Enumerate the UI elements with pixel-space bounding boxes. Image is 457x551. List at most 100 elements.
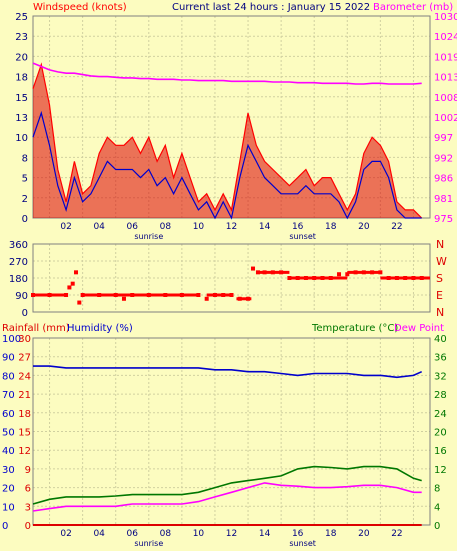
baro-y-tick: 1008 [434, 93, 457, 104]
direction-point [70, 281, 75, 286]
direction-point [345, 272, 350, 277]
rainfall-y-tick: 24 [18, 371, 31, 382]
direction-y-tick: 360 [9, 240, 28, 251]
direction-point [74, 270, 79, 275]
rainfall-y-tick: 3 [25, 502, 31, 513]
x-tick-label: 12 [226, 222, 237, 232]
compass-label: W [436, 255, 447, 268]
temperature-y-tick: 32 [434, 371, 447, 382]
x-tick-label: 06 [127, 529, 139, 539]
x-tick-label: 20 [358, 529, 370, 539]
x-tick-label: 08 [160, 222, 172, 232]
x-tick-label: 02 [60, 529, 71, 539]
rainfall-label: Rainfall (mm) [2, 323, 70, 334]
wind-average-line [32, 110, 422, 220]
windspeed-label: Windspeed (knots) [33, 2, 127, 13]
compass-label: S [436, 272, 443, 285]
baro-y-tick: 992 [434, 153, 453, 164]
humidity-y-tick: 90 [2, 353, 15, 364]
baro-y-tick: 981 [434, 194, 453, 205]
rainfall-y-tick: 21 [18, 390, 31, 401]
x-tick-label: 04 [93, 529, 105, 539]
wind-y-tick: 8 [22, 153, 28, 164]
temperature-y-tick: 0 [434, 521, 440, 532]
compass-label: N [436, 306, 444, 319]
wind-y-tick: 0 [22, 214, 28, 225]
rainfall-y-tick: 27 [18, 353, 31, 364]
direction-y-tick: 270 [9, 257, 28, 268]
humidity-y-tick: 30 [2, 465, 15, 476]
x-tick-label: 12 [226, 529, 237, 539]
humidity-y-tick: 0 [2, 521, 8, 532]
wind-y-tick: 25 [15, 12, 28, 23]
wind-y-tick: 23 [15, 32, 28, 43]
rainfall-y-tick: 12 [18, 446, 31, 457]
humidity-y-tick: 20 [2, 484, 15, 495]
x-tick-label: 08 [160, 529, 172, 539]
baro-y-tick: 986 [434, 174, 453, 185]
wind-y-tick: 15 [15, 93, 28, 104]
gust-area [33, 64, 422, 218]
compass-label: N [436, 238, 444, 251]
x-tick-label: 16 [292, 529, 304, 539]
sunset-label: sunset [289, 539, 316, 548]
sunrise-label: sunrise [134, 232, 163, 241]
wind-y-tick: 18 [15, 73, 28, 84]
direction-point [121, 296, 126, 301]
humidity-y-tick: 60 [2, 409, 15, 420]
temperature-y-tick: 36 [434, 353, 447, 364]
temperature-y-tick: 16 [434, 446, 447, 457]
baro-y-tick: 1002 [434, 113, 457, 124]
rainfall-y-tick: 15 [18, 428, 31, 439]
x-tick-label: 22 [391, 529, 402, 539]
x-tick-label: 22 [391, 222, 402, 232]
x-tick-label: 18 [325, 529, 337, 539]
wind-y-tick: 5 [22, 174, 28, 185]
direction-point [67, 285, 72, 290]
humidity-y-tick: 70 [2, 390, 15, 401]
temperature-line [32, 465, 422, 505]
baro-y-tick: 975 [434, 214, 453, 225]
wind-direction-panel: 360 N 270 W 180 S 90 E 0 N [9, 238, 447, 319]
baro-y-tick: 1024 [434, 32, 457, 43]
sunrise-label: sunrise [134, 539, 163, 548]
x-tick-label: 10 [193, 529, 205, 539]
sunset-label: sunset [289, 232, 316, 241]
rainfall-y-tick: 30 [18, 334, 31, 345]
baro-y-tick: 1019 [434, 52, 457, 63]
temperature-y-tick: 28 [434, 390, 447, 401]
compass-label: E [436, 289, 443, 302]
direction-point [204, 296, 209, 301]
temperature-y-tick: 8 [434, 484, 440, 495]
humidity-y-tick: 40 [2, 446, 15, 457]
direction-point [251, 266, 256, 271]
baro-y-tick: 1013 [434, 73, 457, 84]
x-tick-label: 18 [325, 222, 337, 232]
direction-y-tick: 180 [9, 274, 28, 285]
humidity-y-tick: 50 [2, 428, 15, 439]
wind-y-tick: 13 [15, 113, 28, 124]
humidity-y-tick: 80 [2, 371, 15, 382]
wind-y-tick: 2 [22, 194, 28, 205]
rainfall-y-tick: 0 [25, 521, 31, 532]
baro-y-tick: 1030 [434, 12, 457, 23]
x-tick-label: 20 [358, 222, 370, 232]
dewpoint-label: Dew Point [394, 323, 444, 334]
temperature-y-tick: 20 [434, 428, 447, 439]
baro-y-tick: 997 [434, 133, 453, 144]
humidity-label: Humidity (%) [67, 323, 133, 334]
chart-title: Current last 24 hours : January 15 2022 [172, 2, 370, 13]
direction-point [337, 272, 342, 277]
x-tick-label: 16 [292, 222, 304, 232]
temperature-y-tick: 12 [434, 465, 447, 476]
temperature-y-tick: 40 [434, 334, 447, 345]
gust-line [32, 62, 423, 219]
rainfall-y-tick: 9 [25, 465, 31, 476]
temperature-y-tick: 24 [434, 409, 447, 420]
x-tick-label: 14 [259, 529, 271, 539]
dewpoint-line [32, 482, 422, 512]
wind-y-tick: 10 [15, 133, 28, 144]
x-tick-label: 06 [127, 222, 139, 232]
humidity-line [33, 365, 423, 379]
